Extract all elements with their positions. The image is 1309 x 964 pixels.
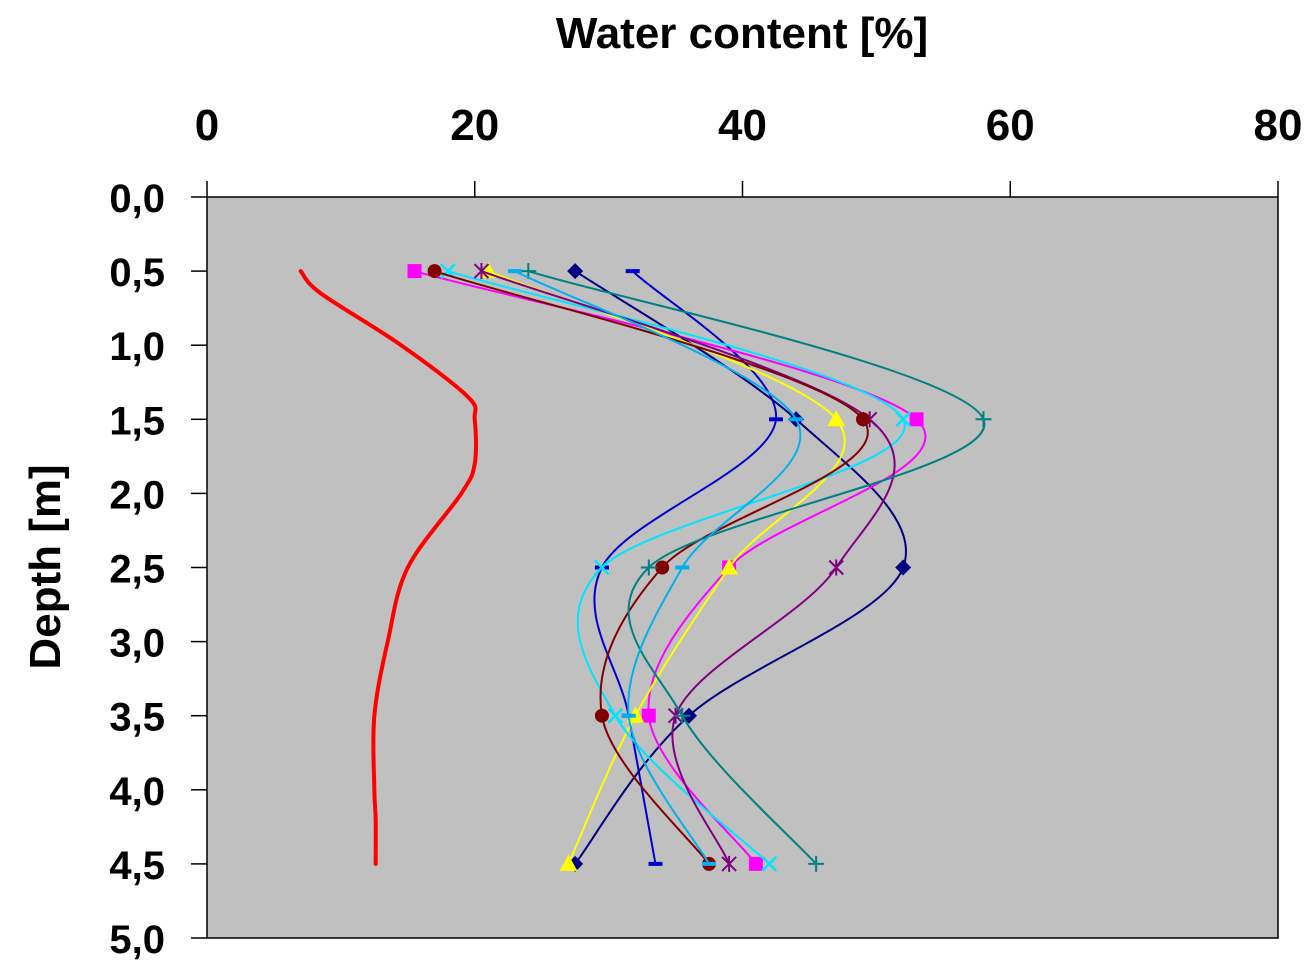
data-point: [642, 709, 656, 723]
plot-area: [207, 197, 1278, 938]
data-point: [595, 709, 609, 723]
y-tick-label: 3,0: [109, 622, 165, 666]
data-point: [910, 412, 924, 426]
y-tick-label: 5,0: [109, 918, 165, 962]
data-point: [428, 264, 442, 278]
x-tick-label: 0: [195, 101, 219, 150]
y-tick-label: 1,0: [109, 325, 165, 369]
x-tick-label: 60: [986, 101, 1035, 150]
data-point: [655, 561, 669, 575]
y-tick-label: 1,5: [109, 399, 165, 443]
y-tick-label: 4,5: [109, 844, 165, 888]
data-point: [749, 857, 763, 871]
data-point: [408, 264, 422, 278]
y-tick-label: 2,5: [109, 548, 165, 592]
x-axis-title: Water content [%]: [556, 9, 928, 58]
y-tick-label: 4,0: [109, 770, 165, 814]
y-tick-label: 0,5: [109, 251, 165, 295]
y-axis-title: Depth [m]: [21, 464, 70, 669]
y-tick-label: 0,0: [109, 177, 165, 221]
x-tick-label: 20: [450, 101, 499, 150]
y-tick-label: 3,5: [109, 696, 165, 740]
x-tick-label: 80: [1254, 101, 1303, 150]
x-tick-label: 40: [718, 101, 767, 150]
data-point: [856, 412, 870, 426]
y-tick-label: 2,0: [109, 473, 165, 517]
